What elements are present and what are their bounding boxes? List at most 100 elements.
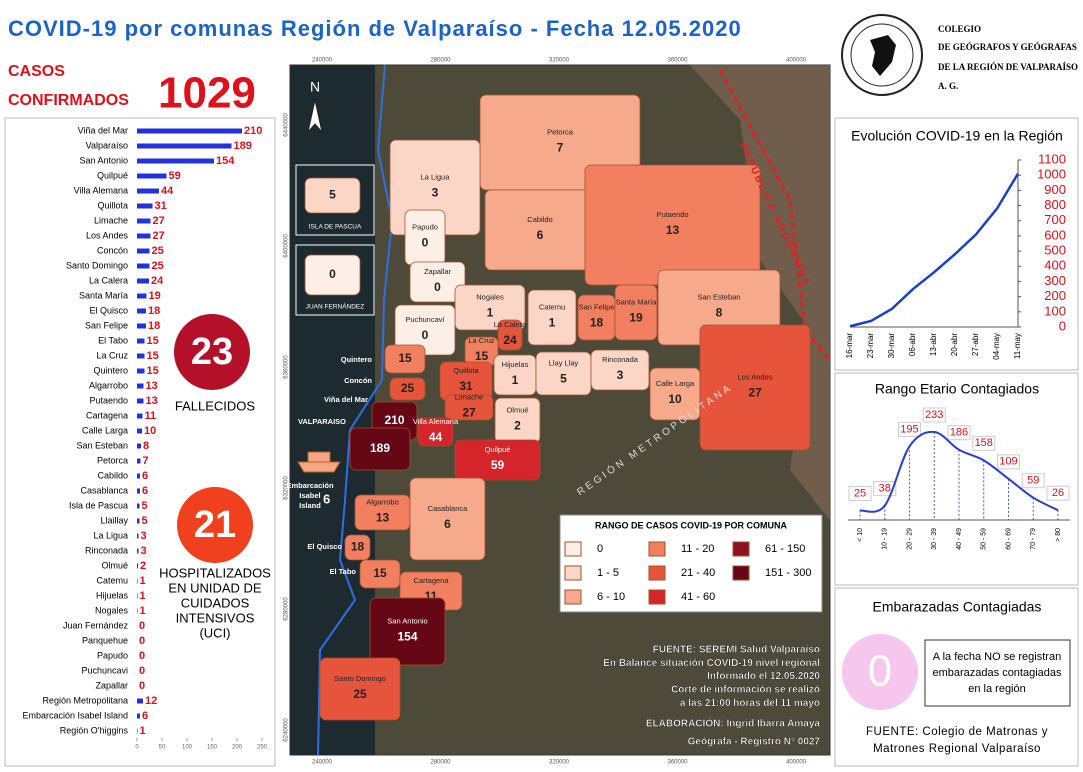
region-name: Olmué (506, 405, 528, 414)
legend-swatch (648, 589, 666, 605)
region-value: 7 (557, 141, 564, 155)
ship-label: Island (299, 501, 321, 510)
value-label: 3 (141, 530, 147, 542)
bar-label: Llaillay (100, 515, 128, 525)
region-value: 44 (429, 430, 443, 444)
bar-label: San Felipe (85, 320, 128, 330)
map-coord: 280000 (430, 760, 451, 766)
region-name: Los Andes (737, 372, 772, 381)
logo-seal (850, 23, 914, 87)
region (417, 417, 454, 447)
value-label: 0 (139, 680, 145, 692)
icu-label: EN UNIDAD DE (168, 580, 262, 595)
note-text: en la región (968, 683, 1026, 695)
region-name: Cartagena (413, 576, 449, 585)
deaths-circle (174, 314, 250, 390)
bar-label: San Antonio (79, 155, 128, 165)
region-name: Santa María (616, 297, 658, 306)
value-label: 158 (975, 437, 993, 449)
label-box (898, 421, 921, 437)
region (497, 319, 523, 351)
region (389, 377, 426, 401)
map-coord: 6320000 (284, 476, 290, 500)
value-label: 1 (140, 575, 146, 587)
bar (137, 293, 147, 299)
bar (137, 383, 144, 389)
title: COVID-19 por comunas Región de Valparaís… (8, 16, 742, 41)
region-name: Rinconada (602, 355, 639, 364)
region-name: Puchuncaví (405, 315, 445, 324)
bar-label: Nogales (95, 605, 129, 615)
bar-label: Algarrobo (89, 380, 128, 390)
region-name: El Tabo (329, 567, 356, 576)
bar-label: Calle Larga (82, 425, 128, 435)
map-coord: 280000 (430, 58, 451, 64)
map-coord: 6400000 (284, 234, 290, 258)
x-tick-label: 60 - 69 (1005, 528, 1012, 550)
region (344, 534, 371, 561)
value-label: 25 (854, 487, 866, 499)
cases-label: CASOS (8, 63, 65, 80)
value-label: 3 (141, 545, 147, 557)
value-label: 5 (142, 515, 148, 527)
value-label: 25 (152, 260, 164, 272)
region-name: Cabildo (527, 215, 552, 224)
bar-label: Isla de Pascua (69, 500, 128, 510)
map-coord: 240000 (312, 760, 333, 766)
legend-swatch (732, 565, 750, 581)
bar (137, 248, 150, 254)
value-label: 1 (140, 605, 146, 617)
logo-text: DE LA REGIÓN DE VALPARAÍSO (938, 62, 1078, 72)
bar (137, 143, 232, 149)
region-value: 3 (617, 368, 624, 382)
legend-swatch (648, 541, 666, 557)
region-name: Putaendo (656, 210, 688, 219)
region-value: 15 (398, 351, 412, 365)
value-label: 1 (140, 590, 146, 602)
y-tick-label: 1100 (1038, 151, 1066, 166)
region-value: 0 (422, 236, 429, 250)
region (304, 254, 361, 296)
y-tick-label: 0 (1059, 318, 1066, 333)
source-text: En Balance situación COVID-19 nivel regi… (603, 658, 820, 669)
region-name: Petorca (547, 127, 574, 136)
bar-label: Zapallar (95, 680, 128, 690)
value-label: 26 (1052, 487, 1064, 499)
inset-label: JUAN FERNÁNDEZ (306, 302, 365, 311)
value-label: 11 (145, 410, 157, 422)
region-value: 13 (666, 223, 680, 237)
ship-label: Embarcación (286, 481, 334, 490)
bar (137, 563, 138, 569)
value-label: 59 (169, 170, 181, 182)
region-value: 210 (384, 413, 404, 427)
line (849, 173, 1020, 328)
x-tick-label: 0 (135, 745, 139, 751)
bar-label: La Calera (89, 275, 128, 285)
legend-title: RANGO DE CASOS COVID-19 POR COMUNA (595, 520, 788, 530)
note-text: A la fecha NO se registran (933, 651, 1061, 663)
y-tick-label: 1000 (1037, 167, 1066, 182)
region-name: La Ligua (421, 172, 451, 181)
region-name: Calle Larga (656, 379, 695, 388)
map-coord: 6240000 (284, 718, 290, 742)
cases-label: CONFIRMADOS (8, 92, 129, 109)
value-label: 25 (152, 245, 164, 257)
bar-label: Cartagena (86, 410, 128, 420)
region-name: Limache (455, 392, 483, 401)
region (369, 597, 446, 666)
value-label: 31 (155, 200, 167, 212)
region-value: 3 (432, 186, 439, 200)
panel-title: Embarazadas Contagiadas (873, 599, 1042, 615)
y-tick-label: 600 (1044, 227, 1066, 242)
y-tick-label: 700 (1044, 212, 1066, 227)
bar (137, 278, 149, 284)
bar-label: Región O'higgins (60, 725, 129, 735)
bar (137, 533, 139, 539)
region-value: 15 (373, 566, 387, 580)
region-name: Santo Domingo (334, 674, 386, 683)
bar-label: Quillota (97, 200, 128, 210)
icu-label: INTENSIVOS (176, 610, 255, 625)
region-value: 154 (397, 630, 417, 644)
bar-label: Olmué (101, 560, 128, 570)
